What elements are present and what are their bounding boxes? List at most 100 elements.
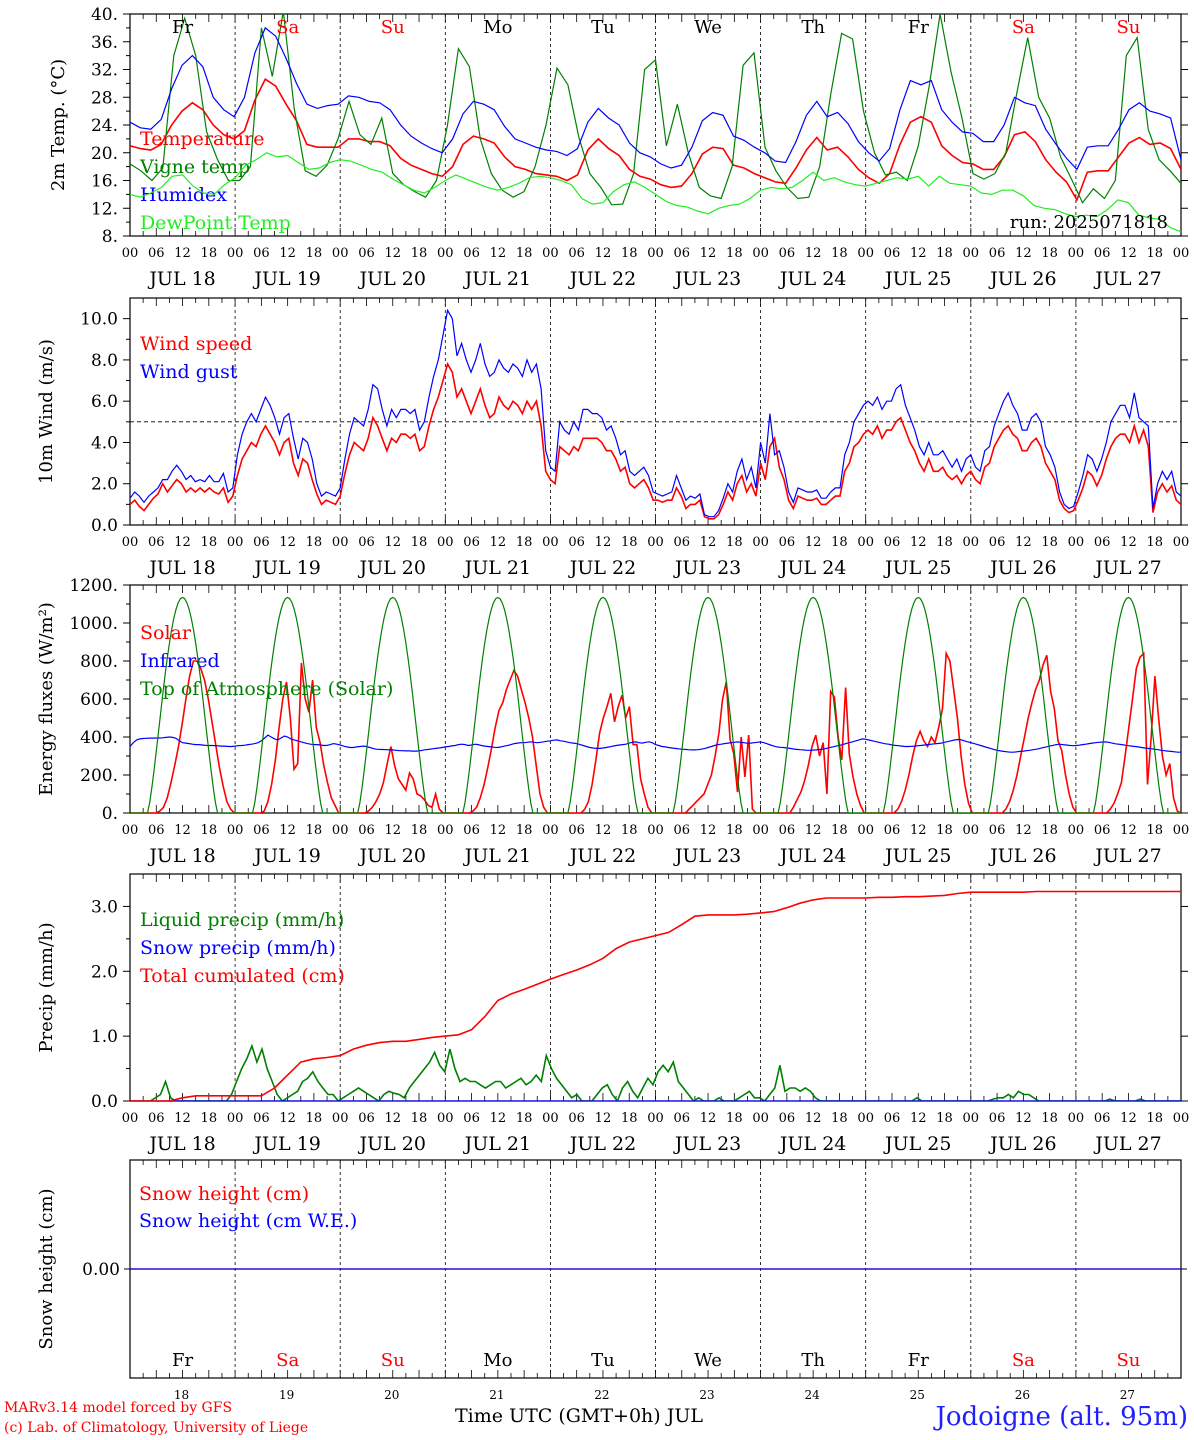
hour-label: 00	[122, 823, 139, 838]
hour-label: 00	[227, 535, 244, 550]
day-number-label: 24	[805, 1388, 821, 1400]
hour-label: 18	[726, 823, 743, 838]
hour-label: 12	[1015, 246, 1032, 261]
legend-entry: Wind gust	[140, 361, 238, 383]
date-label: JUL 25	[883, 268, 951, 290]
hour-label: 18	[831, 823, 848, 838]
hour-label: 18	[831, 1111, 848, 1126]
hour-label: 12	[279, 823, 296, 838]
hour-label: 06	[148, 535, 165, 550]
hour-label: 06	[884, 246, 901, 261]
date-label: JUL 18	[147, 1133, 215, 1155]
hour-label: 18	[306, 246, 323, 261]
date-label: JUL 24	[778, 845, 846, 867]
date-label: JUL 20	[358, 557, 426, 579]
date-label: JUL 26	[988, 845, 1056, 867]
hour-label: 00	[122, 1111, 139, 1126]
weekday-label: Th	[801, 17, 825, 38]
hour-label: 00	[1173, 1111, 1190, 1126]
hour-label: 18	[726, 1111, 743, 1126]
hour-label: 06	[253, 1111, 270, 1126]
panel-1: 8. 12. 16. 20. 24. 28. 32. 36. 40. 2m Temp. (°C) T…	[48, 5, 1189, 290]
hour-label: 18	[1146, 823, 1163, 838]
date-label: JUL 21	[463, 1133, 531, 1155]
y-tick-label: 6.0	[91, 392, 118, 412]
hour-label: 00	[227, 823, 244, 838]
series-line-dewpoint-temp	[130, 152, 1181, 233]
weekday-label: Tu	[591, 17, 615, 38]
day-number-label: 22	[594, 1388, 609, 1400]
date-label: JUL 26	[988, 557, 1056, 579]
date-label: JUL 26	[988, 1133, 1056, 1155]
hour-label: 18	[936, 1111, 953, 1126]
date-label: JUL 20	[358, 1133, 426, 1155]
hour-label: 12	[700, 823, 717, 838]
hour-label: 06	[779, 246, 796, 261]
hour-label: 06	[358, 1111, 375, 1126]
run-label: run: 2025071818	[1010, 212, 1168, 233]
y-tick-label: 600.	[80, 690, 118, 710]
date-label: JUL 20	[358, 845, 426, 867]
date-label: JUL 22	[568, 557, 636, 579]
date-label: JUL 19	[252, 557, 320, 579]
hour-label: 00	[332, 535, 349, 550]
hour-label: 06	[463, 823, 480, 838]
hour-label: 12	[595, 246, 612, 261]
hour-label: 12	[805, 1111, 822, 1126]
date-label: JUL 22	[568, 1133, 636, 1155]
y-axis-label: 2m Temp. (°C)	[48, 59, 69, 191]
date-label: JUL 27	[1093, 557, 1161, 579]
hour-label: 12	[805, 535, 822, 550]
hour-label: 06	[779, 1111, 796, 1126]
hour-label: 12	[490, 823, 507, 838]
hour-label: 00	[1173, 823, 1190, 838]
hour-label: 00	[437, 535, 454, 550]
date-label: JUL 18	[147, 268, 215, 290]
y-tick-label: 1000.	[69, 614, 118, 634]
hour-label: 18	[201, 535, 218, 550]
hour-label: 06	[568, 246, 585, 261]
legend-entry: Infrared	[140, 650, 220, 672]
hour-label: 12	[1015, 535, 1032, 550]
weekday-label: Th	[801, 1350, 825, 1371]
hour-label: 12	[279, 246, 296, 261]
y-tick-label: 20.	[91, 144, 118, 164]
hour-label: 18	[516, 246, 533, 261]
hour-label: 12	[384, 1111, 401, 1126]
hour-label: 18	[1146, 535, 1163, 550]
hour-label: 12	[700, 246, 717, 261]
weekday-label: Su	[381, 1350, 405, 1371]
day-number-label: 25	[910, 1388, 925, 1400]
hour-label: 06	[568, 823, 585, 838]
hour-label: 00	[437, 823, 454, 838]
y-tick-label: 2.0	[91, 475, 118, 495]
weekday-label: Sa	[276, 1350, 299, 1371]
hour-label: 12	[805, 823, 822, 838]
hour-label: 06	[674, 246, 691, 261]
date-label: JUL 23	[673, 1133, 741, 1155]
hour-label: 06	[463, 535, 480, 550]
y-tick-label: 1200.	[69, 576, 118, 596]
legend-entry: Wind speed	[140, 333, 252, 355]
hour-label: 12	[805, 246, 822, 261]
legend-entry: Humidex	[140, 184, 227, 206]
hour-label: 06	[674, 1111, 691, 1126]
date-label: JUL 26	[988, 268, 1056, 290]
y-tick-label: 3.0	[91, 897, 118, 917]
day-number-label: 27	[1120, 1388, 1135, 1400]
y-tick-label: 800.	[80, 652, 118, 672]
meteogram-chart: 8. 12. 16. 20. 24. 28. 32. 36. 40. 2m Temp. (°C) T…	[36, 5, 1190, 1400]
hour-label: 06	[989, 246, 1006, 261]
hour-label: 00	[963, 823, 980, 838]
hour-label: 00	[1068, 823, 1085, 838]
weekday-label: Mo	[483, 1350, 512, 1371]
date-label: JUL 25	[883, 1133, 951, 1155]
hour-label: 18	[936, 535, 953, 550]
hour-label: 00	[122, 535, 139, 550]
hour-label: 00	[542, 535, 559, 550]
hour-label: 12	[490, 246, 507, 261]
hour-label: 12	[174, 823, 191, 838]
weekday-label: Fr	[172, 1350, 193, 1371]
hour-label: 00	[752, 1111, 769, 1126]
legend-entry: Snow height (cm W.E.)	[139, 1210, 357, 1232]
